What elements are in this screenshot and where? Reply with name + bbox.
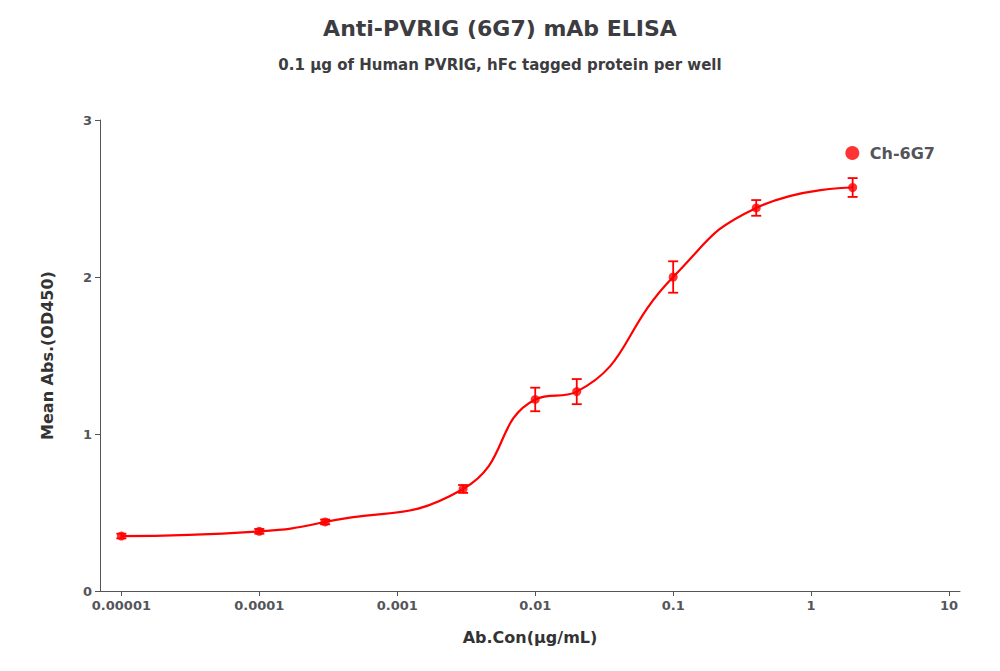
- svg-text:3: 3: [83, 113, 92, 128]
- svg-text:10: 10: [940, 598, 958, 613]
- svg-text:0.0001: 0.0001: [234, 598, 284, 613]
- svg-text:1: 1: [83, 427, 92, 442]
- svg-text:0.1: 0.1: [662, 598, 685, 613]
- svg-text:0: 0: [83, 584, 92, 599]
- svg-text:Anti-PVRIG (6G7) mAb ELISA: Anti-PVRIG (6G7) mAb ELISA: [323, 16, 677, 41]
- svg-text:Ch-6G7: Ch-6G7: [870, 144, 935, 163]
- svg-text:0.001: 0.001: [377, 598, 418, 613]
- svg-text:0.00001: 0.00001: [92, 598, 151, 613]
- svg-text:0.1 μg of Human PVRIG, hFc tag: 0.1 μg of Human PVRIG, hFc tagged protei…: [278, 56, 721, 74]
- svg-text:Mean Abs.(OD450): Mean Abs.(OD450): [38, 271, 57, 440]
- svg-text:Ab.Con(μg/mL): Ab.Con(μg/mL): [463, 628, 598, 647]
- svg-text:1: 1: [807, 598, 816, 613]
- svg-text:0.01: 0.01: [519, 598, 551, 613]
- svg-text:2: 2: [83, 270, 92, 285]
